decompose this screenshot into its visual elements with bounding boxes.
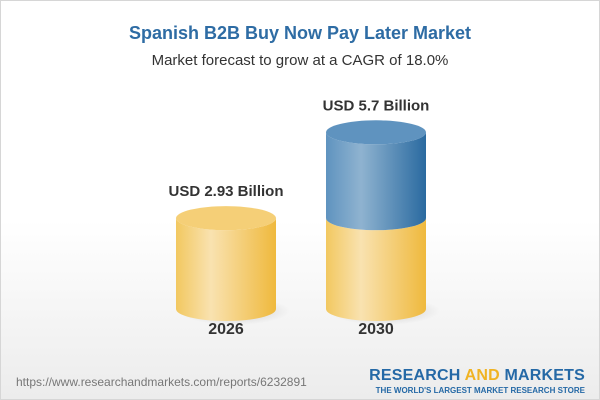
cylinder-chart: USD 2.93 Billion 2026 USD 5.7 Billion 2030 bbox=[168, 97, 440, 338]
cylinder-base-segment bbox=[326, 218, 426, 321]
data-label: USD 5.7 Billion bbox=[323, 97, 430, 114]
category-label: 2030 bbox=[358, 321, 394, 338]
cylinder-growth-segment bbox=[326, 132, 426, 231]
cylinder-2026 bbox=[176, 218, 276, 321]
source-url[interactable]: https://www.researchandmarkets.com/repor… bbox=[16, 375, 307, 389]
data-label: USD 2.93 Billion bbox=[168, 183, 283, 200]
logo-text: RESEARCH bbox=[369, 367, 461, 384]
cylinder-top bbox=[176, 206, 276, 231]
research-and-markets-logo: RESEARCH AND MARKETS THE WORLD'S LARGEST… bbox=[369, 367, 585, 395]
logo-text: AND bbox=[464, 367, 500, 384]
cylinder-top bbox=[326, 120, 426, 145]
chart-title: Spanish B2B Buy Now Pay Later Market bbox=[128, 23, 472, 43]
logo-text: MARKETS bbox=[504, 367, 585, 384]
chart-subtitle: Market forecast to grow at a CAGR of 18.… bbox=[151, 52, 449, 69]
logo-tagline: THE WORLD'S LARGEST MARKET RESEARCH STOR… bbox=[375, 386, 585, 395]
category-label: 2026 bbox=[208, 321, 244, 338]
